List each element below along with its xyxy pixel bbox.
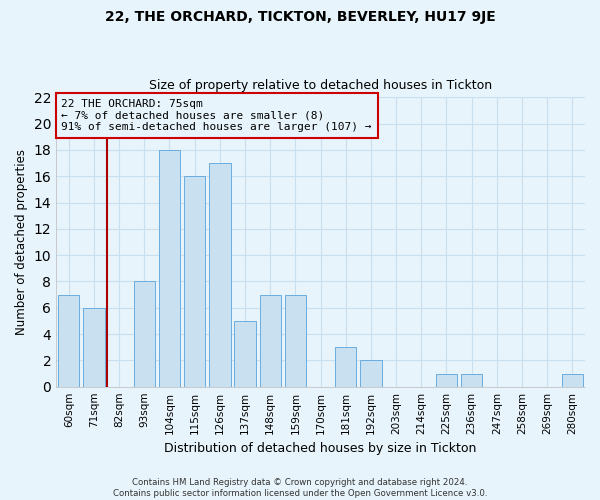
Bar: [562, 374, 583, 386]
Bar: [134, 282, 155, 387]
Bar: [58, 294, 79, 386]
Bar: [235, 321, 256, 386]
Title: Size of property relative to detached houses in Tickton: Size of property relative to detached ho…: [149, 79, 492, 92]
Bar: [159, 150, 180, 386]
Text: Contains HM Land Registry data © Crown copyright and database right 2024.
Contai: Contains HM Land Registry data © Crown c…: [113, 478, 487, 498]
Bar: [461, 374, 482, 386]
Y-axis label: Number of detached properties: Number of detached properties: [15, 149, 28, 335]
Bar: [260, 294, 281, 386]
Text: 22 THE ORCHARD: 75sqm
← 7% of detached houses are smaller (8)
91% of semi-detach: 22 THE ORCHARD: 75sqm ← 7% of detached h…: [61, 99, 372, 132]
X-axis label: Distribution of detached houses by size in Tickton: Distribution of detached houses by size …: [164, 442, 477, 455]
Bar: [335, 347, 356, 387]
Bar: [209, 163, 230, 386]
Bar: [436, 374, 457, 386]
Text: 22, THE ORCHARD, TICKTON, BEVERLEY, HU17 9JE: 22, THE ORCHARD, TICKTON, BEVERLEY, HU17…: [104, 10, 496, 24]
Bar: [360, 360, 382, 386]
Bar: [184, 176, 205, 386]
Bar: [284, 294, 306, 386]
Bar: [83, 308, 104, 386]
